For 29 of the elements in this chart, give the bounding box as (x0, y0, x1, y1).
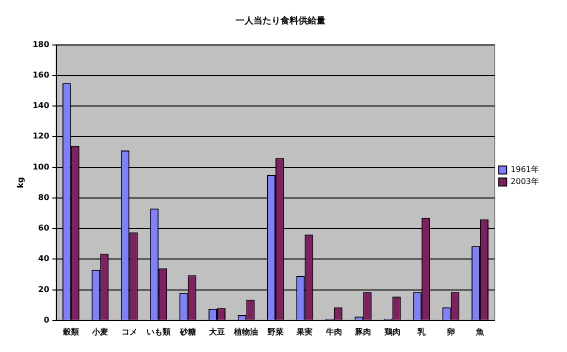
y-tick-label: 40 (38, 254, 50, 264)
x-tick-label: 小麦 (91, 327, 108, 336)
x-tick-label: 果実 (296, 326, 313, 336)
y-tick-label: 80 (38, 192, 50, 202)
x-tick-label: 野菜 (267, 327, 284, 336)
x-tick-label: 豚肉 (354, 327, 372, 336)
y-tick-label: 0 (44, 315, 50, 324)
y-tick-label: 120 (32, 132, 50, 141)
x-tick-label: 鶏肉 (383, 327, 400, 336)
y-tick-label: 180 (32, 40, 50, 49)
x-tick-label: 砂糖 (178, 327, 196, 336)
x-tick-label: 植物油 (233, 327, 258, 336)
y-tick-label: 160 (32, 70, 50, 80)
x-tick-label: 牛肉 (324, 327, 342, 336)
x-tick-label: 卵 (446, 327, 455, 336)
x-tick-label: コメ (121, 327, 138, 336)
y-axis-title: kg (16, 176, 25, 188)
y-tick-label: 100 (32, 162, 50, 172)
y-tick-label: 20 (38, 284, 50, 294)
x-tick-label: 乳 (416, 327, 427, 336)
x-tick-label: 穀類 (62, 327, 79, 336)
y-tick-label: 140 (32, 101, 50, 110)
x-tick-label: 大豆 (209, 327, 226, 336)
x-tick-label: いも類 (146, 327, 171, 336)
x-tick-label: 魚 (475, 327, 486, 336)
y-tick-label: 60 (38, 224, 50, 233)
chart-title: 一人当たり食料供給量 (236, 16, 326, 27)
legend-label: 2003年 (510, 177, 539, 186)
legend-label: 1961年 (510, 165, 539, 174)
